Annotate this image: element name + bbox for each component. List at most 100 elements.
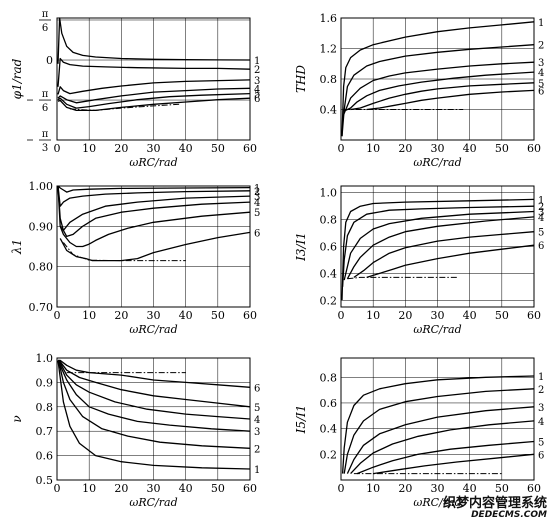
y-tick-label: 0.7 [36,425,54,438]
series-line-3 [342,61,535,118]
x-tick-label: 50 [495,482,509,495]
series-line-5 [356,440,535,475]
series-line-5 [59,211,251,248]
y-tick-label: 0.8 [36,401,54,414]
x-tick-label: 10 [366,142,380,155]
series-label-1: 1 [538,18,544,29]
series-line-4 [350,420,535,475]
watermark: 织梦内容管理系统 DEDECMS.COM [442,495,547,521]
series-line-1 [57,185,251,193]
x-tick-label: 10 [82,142,96,155]
series-label-1: 1 [254,465,260,476]
plot-frame [340,17,535,141]
y-tick-label: 0.4 [320,423,338,436]
envelope-line [69,103,180,111]
y-tick-label: π [42,9,49,20]
series-label-4: 4 [254,198,260,209]
x-tick-label: 20 [114,482,128,495]
series-line-6 [59,231,251,262]
y-tick-label: π [42,89,49,100]
series-line-5 [57,92,251,109]
x-tick-label: 10 [366,309,380,322]
series-label-2: 2 [538,41,544,52]
y-axis-title: I3/I1 [294,232,308,262]
x-tick-label: 0 [338,142,345,155]
series-line-2 [57,360,251,449]
plot-frame [56,17,251,141]
series-label-4: 4 [254,415,260,426]
y-tick-label: 0.9 [36,376,54,389]
chart-panel-5: 0 10 20 30 40 50 60 0.5 0.6 0.7 0.8 0.9 1.0 ωRC/rad ν 1… [10,352,260,509]
x-tick-label: 0 [338,309,345,322]
series-label-3: 3 [538,208,544,219]
series-line-1 [341,21,535,137]
x-tick-label: 60 [527,482,541,495]
series-label-5: 5 [538,228,544,239]
y-axis-title: φ1/rad [10,58,24,99]
plot-frame [340,185,535,308]
plot-frame [340,357,535,481]
x-tick-label: 60 [527,309,541,322]
x-tick-label: 40 [463,482,477,495]
series-label-3: 3 [254,427,260,438]
series-line-6 [366,89,535,111]
x-tick-label: 40 [179,142,193,155]
series-label-2: 2 [254,444,260,455]
y-tick-label: 1.0 [36,352,54,365]
x-tick-label: 20 [398,309,412,322]
x-tick-label: 30 [147,309,161,322]
y-tick-label: 0.2 [320,448,338,461]
x-axis-title: ωRC/rad [129,496,177,509]
x-tick-label: 30 [431,482,445,495]
x-tick-label: 0 [338,482,345,495]
x-axis-title: ωRC/rad [413,323,461,336]
x-tick-label: 60 [243,482,257,495]
y-tick-label: 0.90 [29,220,54,233]
watermark-text: 织梦内容管理系统 [442,495,547,511]
y-tick-label: 0.2 [320,294,338,307]
series-line-3 [346,406,535,474]
y-tick-label: 6 [42,23,48,34]
y-tick-label: 6 [42,103,48,114]
y-tick-label: 0.4 [320,267,338,280]
x-tick-label: 10 [82,309,96,322]
series-line-4 [343,71,535,112]
y-axis-title: THD [294,65,308,93]
y-tick-label: 0 [46,54,53,67]
y-tick-label: 0.4 [320,104,338,117]
y-axis-title: λ1 [10,239,24,255]
x-tick-label: 50 [211,142,225,155]
y-tick-label: π [42,129,49,140]
x-tick-label: 60 [527,142,541,155]
y-tick-label: 1.0 [320,187,338,200]
y-tick-label: 0.5 [36,474,54,487]
series-label-1: 1 [254,56,260,67]
y-tick-label: 0.6 [320,397,338,410]
y-tick-label: 1.6 [320,12,338,25]
x-tick-label: 0 [54,142,61,155]
series-line-4 [346,216,535,280]
x-tick-label: 20 [114,309,128,322]
chart-panel-4: 0 10 20 30 40 50 60 0.2 0.4 0.6 0.8 1.0 ωRC/rad I3/I1… [294,185,544,336]
series-label-6: 6 [254,94,260,105]
series-line-2 [341,205,535,287]
series-line-3 [343,210,535,281]
y-axis-title: ν [10,415,24,422]
y-tick-label: 3 [42,143,48,154]
series-line-6 [58,359,251,388]
y-tick-label: 0.6 [36,450,54,463]
series-line-5 [350,82,535,111]
x-tick-label: 30 [431,309,445,322]
series-label-1: 1 [538,372,544,383]
y-axis-title: I5/I1 [294,405,308,435]
series-line-4 [57,359,251,420]
series-label-6: 6 [538,241,544,252]
series-line-6 [366,244,535,279]
series-label-4: 4 [254,84,260,95]
series-line-4 [57,185,251,238]
series-line-1 [341,375,535,474]
series-line-3 [57,360,251,432]
series-line-2 [57,185,251,207]
x-tick-label: 0 [54,309,61,322]
x-tick-label: 20 [398,482,412,495]
